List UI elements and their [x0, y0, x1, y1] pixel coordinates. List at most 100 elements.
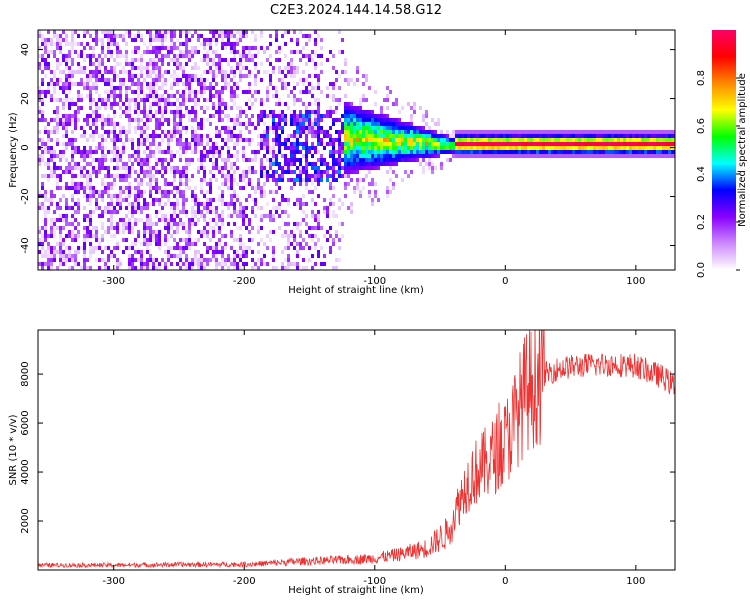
heat-cell [311, 130, 314, 134]
heat-cell [128, 138, 131, 142]
heat-cell [74, 122, 77, 126]
heat-cell [194, 102, 197, 106]
heat-cell [179, 254, 182, 258]
heat-cell [386, 134, 389, 138]
heat-cell [386, 106, 389, 110]
heat-cell [233, 54, 236, 58]
heat-cell [134, 186, 137, 190]
heat-cell [242, 34, 245, 38]
heat-cell [368, 154, 371, 158]
heat-cell [80, 26, 83, 30]
heat-cell [41, 110, 44, 114]
heat-cell [305, 110, 308, 114]
heat-cell [146, 218, 149, 222]
heat-cell [80, 50, 83, 54]
heat-cell [56, 182, 59, 186]
heat-cell [176, 78, 179, 82]
heat-cell [326, 114, 329, 118]
heat-cell [488, 138, 491, 142]
heat-cell [227, 42, 230, 46]
heat-cell [569, 130, 572, 134]
heat-cell [425, 130, 428, 134]
heat-cell [311, 126, 314, 130]
heat-cell [350, 138, 353, 142]
heat-cell [671, 130, 674, 134]
heat-cell [437, 134, 440, 138]
heat-cell [200, 106, 203, 110]
heat-cell [278, 46, 281, 50]
heat-cell [173, 62, 176, 66]
heat-cell [260, 34, 263, 38]
heat-cell [146, 226, 149, 230]
heat-cell [566, 134, 569, 138]
heat-cell [431, 134, 434, 138]
heat-cell [41, 58, 44, 62]
heat-cell [617, 154, 620, 158]
heat-cell [395, 174, 398, 178]
heat-cell [221, 118, 224, 122]
heat-cell [47, 134, 50, 138]
heat-cell [71, 166, 74, 170]
heat-cell [476, 142, 479, 146]
heat-cell [287, 258, 290, 262]
heat-cell [470, 138, 473, 142]
heat-cell [230, 70, 233, 74]
heat-cell [272, 150, 275, 154]
heat-cell [71, 214, 74, 218]
heat-cell [329, 114, 332, 118]
heat-cell [128, 70, 131, 74]
heat-cell [500, 138, 503, 142]
heat-cell [224, 174, 227, 178]
heat-cell [53, 210, 56, 214]
heat-cell [338, 198, 341, 202]
heat-cell [236, 134, 239, 138]
heat-cell [296, 178, 299, 182]
heat-cell [200, 78, 203, 82]
heat-cell [245, 254, 248, 258]
heat-cell [344, 170, 347, 174]
heat-cell [50, 226, 53, 230]
heat-cell [107, 98, 110, 102]
heat-cell [359, 166, 362, 170]
heat-cell [215, 150, 218, 154]
heat-cell [92, 122, 95, 126]
heat-cell [218, 198, 221, 202]
heat-cell [101, 258, 104, 262]
heat-cell [302, 130, 305, 134]
heat-cell [299, 166, 302, 170]
heat-cell [257, 250, 260, 254]
heat-cell [191, 206, 194, 210]
heat-cell [524, 142, 527, 146]
heat-cell [233, 126, 236, 130]
heat-cell [68, 118, 71, 122]
heat-cell [65, 98, 68, 102]
heat-cell [299, 78, 302, 82]
heat-cell [50, 174, 53, 178]
heat-cell [59, 238, 62, 242]
heat-cell [62, 242, 65, 246]
heat-cell [332, 66, 335, 70]
heat-cell [113, 246, 116, 250]
heat-cell [122, 54, 125, 58]
heat-cell [197, 34, 200, 38]
heat-cell [203, 226, 206, 230]
heat-cell [137, 142, 140, 146]
heat-cell [194, 98, 197, 102]
heat-cell [125, 114, 128, 118]
heat-cell [119, 218, 122, 222]
heat-cell [329, 82, 332, 86]
heat-cell [194, 214, 197, 218]
heat-cell [98, 106, 101, 110]
heat-cell [125, 134, 128, 138]
heat-cell [110, 54, 113, 58]
heat-cell [203, 78, 206, 82]
heat-cell [152, 66, 155, 70]
heat-cell [350, 178, 353, 182]
heat-cell [179, 30, 182, 34]
heat-cell [128, 126, 131, 130]
heat-cell [119, 202, 122, 206]
heat-cell [134, 50, 137, 54]
heat-cell [620, 142, 623, 146]
heat-cell [143, 162, 146, 166]
